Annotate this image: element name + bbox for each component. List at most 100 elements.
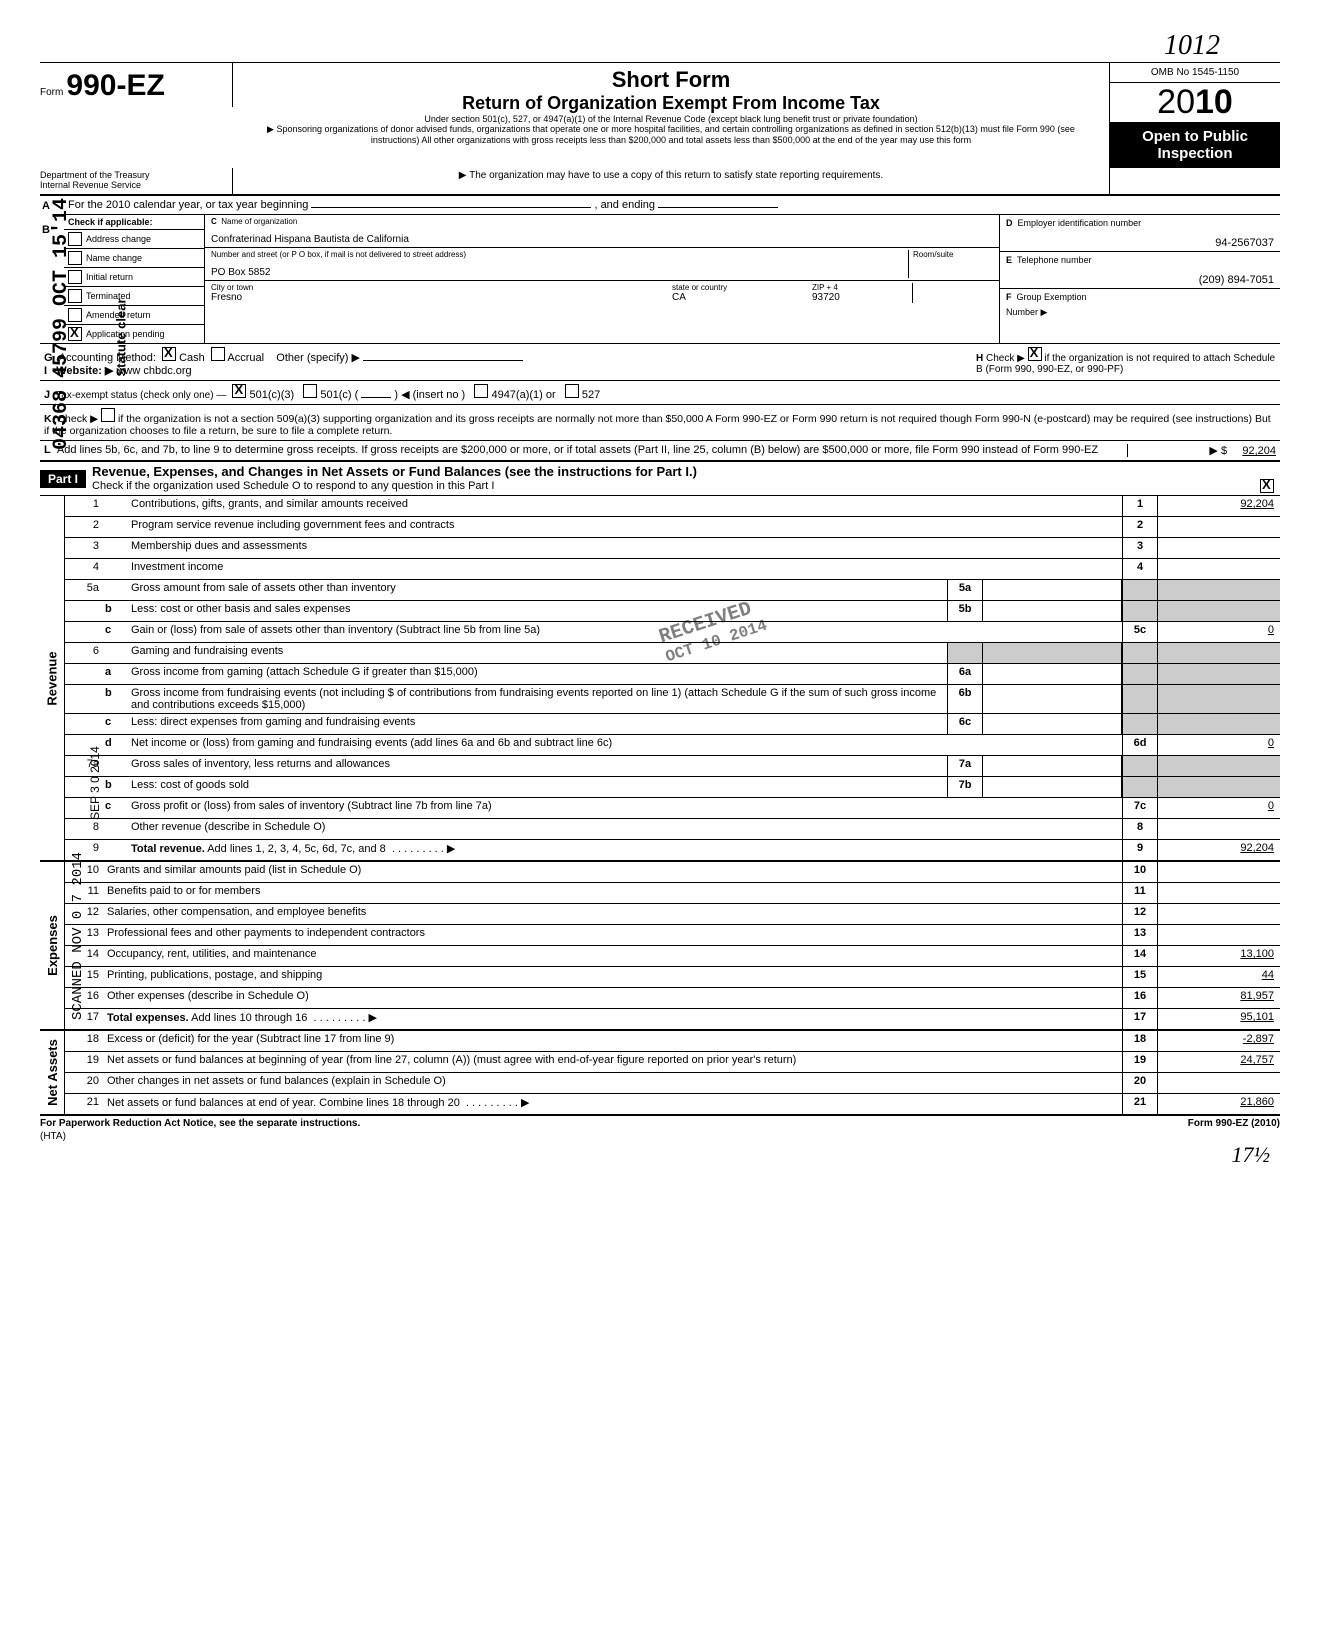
g-label: Accounting Method: [59,352,156,364]
line-number [65,601,103,621]
end-val: 13,100 [1158,946,1280,966]
line-desc: Less: cost of goods sold [127,777,947,797]
check-address[interactable]: Address change [64,230,204,249]
line-desc: Membership dues and assessments [127,538,1110,558]
check-501c3[interactable] [232,384,246,398]
mid-val [983,601,1122,621]
line-number: 3 [65,538,103,558]
end-line-num: 20 [1122,1073,1158,1093]
zip-label: ZIP + 4 [812,283,912,292]
end-val [1158,685,1280,713]
state-label: state or country [672,283,812,292]
line-number: 5a [65,580,103,600]
j-label: Tax-exempt status (check only one) — [56,390,226,401]
end-line-num [1122,580,1158,600]
end-line-num: 10 [1122,862,1158,882]
end-line-num: 3 [1122,538,1158,558]
end-line-num [1122,664,1158,684]
e-label: Telephone number [1017,255,1092,265]
line-desc: Total expenses. Add lines 10 through 16 … [103,1009,1122,1029]
table-row: cLess: direct expenses from gaming and f… [65,713,1280,734]
table-row: 2Program service revenue including gover… [65,516,1280,537]
j-527: 527 [582,389,600,401]
mid-val [1114,798,1122,818]
check-terminated[interactable]: Terminated [64,287,204,306]
end-val: 95,101 [1158,1009,1280,1029]
line-a-text: For the 2010 calendar year, or tax year … [68,199,308,211]
line-number [65,685,103,713]
end-val: 81,957 [1158,988,1280,1008]
mid-line-num: 5a [947,580,983,600]
end-line-num [1122,714,1158,734]
check-pending[interactable]: Application pending [64,325,204,343]
table-row: 5aGross amount from sale of assets other… [65,579,1280,600]
line-number: 2 [65,517,103,537]
table-row: 19Net assets or fund balances at beginni… [65,1051,1280,1072]
mid-val [1114,559,1122,579]
mid-line-num: 6b [947,685,983,713]
line-number: 1 [65,496,103,516]
end-val [1158,1073,1280,1093]
end-val [1158,819,1280,839]
end-line-num: 5c [1122,622,1158,642]
end-val [1158,601,1280,621]
handwritten-year: 1012 [40,30,1220,62]
check-527[interactable] [565,384,579,398]
line-desc: Gross amount from sale of assets other t… [127,580,947,600]
mid-line-num: 7b [947,777,983,797]
mid-val [1114,819,1122,839]
line-sub: a [103,664,127,684]
table-row: 10Grants and similar amounts paid (list … [65,862,1280,882]
line-desc: Investment income [127,559,1110,579]
check-501c[interactable] [303,384,317,398]
table-row: 14Occupancy, rent, utilities, and mainte… [65,945,1280,966]
check-accrual[interactable] [211,347,225,361]
state: CA [672,292,812,303]
f-label: Group Exemption [1017,292,1087,302]
line-number: 8 [65,819,103,839]
line-sub [103,840,127,860]
mid-val [983,643,1122,663]
h-label: Check ▶ [986,353,1025,364]
line-sub: c [103,798,127,818]
end-line-num: 2 [1122,517,1158,537]
end-val: 0 [1158,798,1280,818]
mid-val [1114,840,1122,860]
scanned-stamp: SCANNED NOV 0 7 2014 [70,852,86,1020]
mid-val [983,580,1122,600]
check-h[interactable] [1028,347,1042,361]
year-prefix: 20 [1157,83,1195,121]
check-cash[interactable] [162,347,176,361]
check-schedule-o[interactable] [1260,479,1274,493]
end-val [1158,559,1280,579]
check-amended[interactable]: Amended return [64,306,204,325]
check-initial[interactable]: Initial return [64,268,204,287]
mid-val [983,685,1122,713]
copy-note: ▶ The organization may have to use a cop… [233,168,1109,194]
mid-val [983,777,1122,797]
check-4947[interactable] [474,384,488,398]
check-k[interactable] [101,408,115,422]
po-box: PO Box 5852 [211,259,908,278]
end-line-num: 1 [1122,496,1158,516]
end-line-num: 16 [1122,988,1158,1008]
line-sub [103,496,127,516]
table-row: 21Net assets or fund balances at end of … [65,1093,1280,1114]
line-desc: Net assets or fund balances at end of ye… [103,1094,1122,1114]
part1-title: Revenue, Expenses, and Changes in Net As… [92,464,1274,479]
line-number: 18 [65,1031,103,1051]
line-desc: Salaries, other compensation, and employ… [103,904,1122,924]
line-desc: Benefits paid to or for members [103,883,1122,903]
table-row: 6Gaming and fundraising events [65,642,1280,663]
end-val [1158,714,1280,734]
line-sub [103,580,127,600]
line-desc: Printing, publications, postage, and shi… [103,967,1122,987]
check-name[interactable]: Name change [64,249,204,268]
line-sub: b [103,777,127,797]
table-row: 13Professional fees and other payments t… [65,924,1280,945]
l-amount: 92,204 [1242,445,1276,457]
mid-val [1114,517,1122,537]
table-row: 8Other revenue (describe in Schedule O)8 [65,818,1280,839]
end-val: 92,204 [1158,840,1280,860]
mid-val [983,714,1122,734]
